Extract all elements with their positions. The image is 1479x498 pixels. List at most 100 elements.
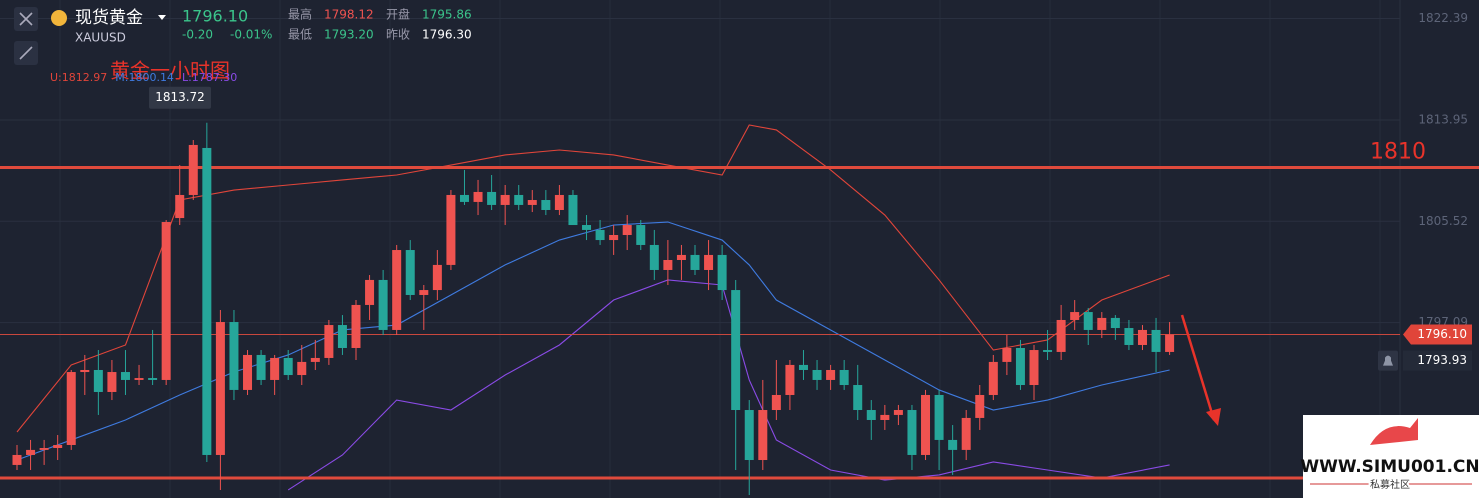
candle-body xyxy=(283,357,293,376)
collapse-icon xyxy=(19,46,33,60)
candle-body xyxy=(1110,317,1120,329)
candle-body xyxy=(961,417,971,450)
candle-body xyxy=(215,322,225,455)
candle-body xyxy=(392,250,402,330)
alert-tag xyxy=(1403,350,1472,371)
candle-body xyxy=(609,234,619,241)
level-label: 1810 xyxy=(1370,139,1426,164)
close-icon xyxy=(19,12,33,26)
candle-body xyxy=(419,290,429,295)
candle-body xyxy=(839,369,849,386)
symbol-dropdown[interactable] xyxy=(158,15,166,20)
candle-body xyxy=(1124,328,1134,345)
candle-body xyxy=(582,225,592,230)
candle-body xyxy=(1015,347,1025,386)
candle-body xyxy=(446,194,456,265)
candle-body xyxy=(93,369,103,392)
candle-body xyxy=(853,385,863,411)
candle-body xyxy=(256,354,266,380)
candle-body xyxy=(676,254,686,260)
watermark-site: WWW.SIMU001.CN xyxy=(1300,457,1479,477)
candle-body xyxy=(1070,312,1080,320)
candle-body xyxy=(175,194,185,219)
candle-body xyxy=(975,394,985,418)
candle-body xyxy=(365,279,375,305)
symbol-name: 现货黄金 xyxy=(75,8,143,28)
candle-body xyxy=(405,250,415,295)
candle-body xyxy=(717,254,727,291)
candle-body xyxy=(39,447,49,450)
watermark-tagline: 私募社区 xyxy=(1370,478,1410,491)
candle-body xyxy=(785,364,795,395)
watermark-logo xyxy=(1370,418,1418,445)
stat-value: 1796.30 xyxy=(422,28,472,42)
candle-body xyxy=(1165,334,1175,352)
alert-price-label: 1793.93 xyxy=(1417,353,1467,367)
trend-arrow-head xyxy=(1206,408,1221,426)
stat-value: 1793.20 xyxy=(324,28,374,42)
band-line xyxy=(16,221,1170,461)
candle-body xyxy=(161,222,171,380)
candle-body xyxy=(826,369,836,380)
candle-body xyxy=(1097,317,1107,330)
candle-body xyxy=(1056,319,1066,352)
candle-body xyxy=(744,410,754,461)
candle-body xyxy=(120,372,130,380)
symbol-logo xyxy=(51,10,67,26)
candle-body xyxy=(310,357,320,362)
y-tick-label: 1822.39 xyxy=(1418,11,1468,25)
candle-body xyxy=(459,194,469,202)
stat-label: 昨收 xyxy=(386,28,410,42)
candle-body xyxy=(473,191,483,202)
candle-body xyxy=(229,322,239,390)
stat-label: 最高 xyxy=(288,7,312,22)
candle-body xyxy=(893,410,903,415)
candle-body xyxy=(12,454,22,465)
header-price: 1796.10 xyxy=(182,7,248,26)
candle-body xyxy=(487,191,497,205)
stat-label: 最低 xyxy=(288,28,312,42)
candle-body xyxy=(1029,350,1039,386)
candle-body xyxy=(202,147,212,455)
candle-body xyxy=(866,410,876,420)
peak-tooltip xyxy=(149,86,211,109)
candle-body xyxy=(188,144,198,195)
y-tick-label: 1805.52 xyxy=(1418,214,1468,228)
legend-entry: L:1787.30 xyxy=(182,71,237,84)
candle-body xyxy=(134,378,144,380)
symbol-code: XAUUSD xyxy=(75,31,126,45)
candle-body xyxy=(270,357,280,380)
candle-body xyxy=(771,394,781,411)
y-tick-label: 1813.95 xyxy=(1418,112,1468,126)
candle-body xyxy=(663,259,673,270)
candle-body xyxy=(948,439,958,450)
header-change-pct: -0.01% xyxy=(230,28,272,42)
candle-body xyxy=(541,200,551,210)
last-price-label: 1796.10 xyxy=(1417,327,1467,341)
candle-body xyxy=(243,354,253,390)
candle-body xyxy=(595,229,605,241)
peak-label: 1813.72 xyxy=(155,90,205,104)
candle-body xyxy=(1083,312,1093,330)
candle-body xyxy=(26,449,36,455)
candle-body xyxy=(1043,350,1053,352)
candle-body xyxy=(731,290,741,411)
candle-body xyxy=(934,394,944,440)
legend-entry: U:1812.97 xyxy=(50,71,107,84)
candle-body xyxy=(297,361,307,376)
candle-body xyxy=(66,372,76,445)
candle-body xyxy=(649,244,659,270)
stat-value: 1795.86 xyxy=(422,8,472,22)
candle-body xyxy=(921,394,931,455)
candle-body xyxy=(704,254,714,270)
candle-body xyxy=(1137,329,1147,345)
candle-body xyxy=(527,200,537,205)
candle-body xyxy=(378,279,388,330)
candle-body xyxy=(500,194,510,205)
candle-body xyxy=(1002,347,1012,362)
last-price-tag xyxy=(1403,324,1472,345)
candle-body xyxy=(568,194,578,226)
candle-body xyxy=(432,264,442,291)
